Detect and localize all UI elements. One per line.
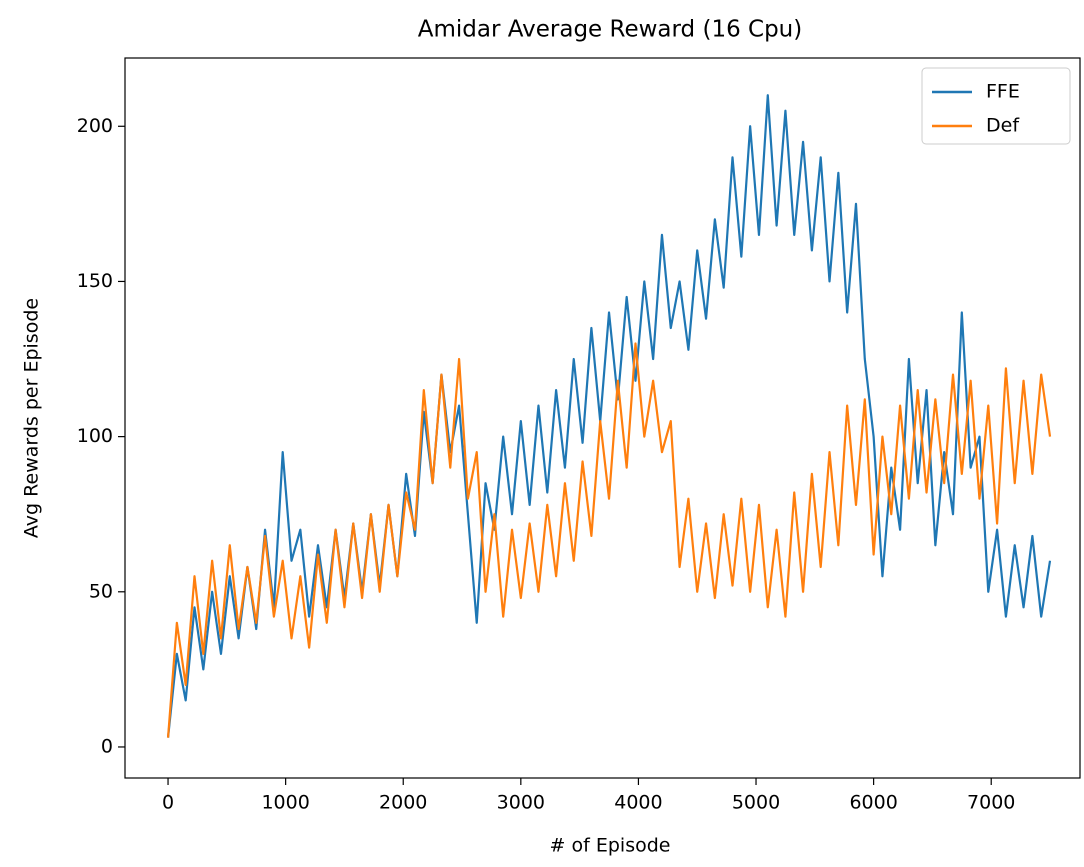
x-tick-label: 5000	[732, 792, 780, 814]
x-tick-label: 2000	[379, 792, 427, 814]
series-line	[166, 94, 1052, 738]
y-tick-label: 200	[77, 115, 113, 137]
y-tick-label: 50	[89, 580, 113, 602]
legend-label: FFE	[986, 81, 1020, 103]
x-tick-label: 1000	[261, 792, 309, 814]
series-line	[166, 342, 1052, 738]
x-tick-label: 4000	[614, 792, 662, 814]
chart-title: Amidar Average Reward (16 Cpu)	[418, 17, 802, 43]
legend-label: Def	[986, 115, 1020, 137]
x-tick-label: 0	[162, 792, 174, 814]
y-tick-label: 100	[77, 425, 113, 447]
y-tick-label: 0	[101, 735, 113, 757]
y-axis-label: Avg Rewards per Episode	[21, 298, 43, 538]
x-axis-label: # of Episode	[550, 835, 671, 857]
plot-frame	[124, 57, 1081, 779]
x-tick-label: 3000	[497, 792, 545, 814]
x-tick-label: 6000	[849, 792, 897, 814]
y-tick-label: 150	[77, 270, 113, 292]
x-tick-label: 7000	[967, 792, 1015, 814]
